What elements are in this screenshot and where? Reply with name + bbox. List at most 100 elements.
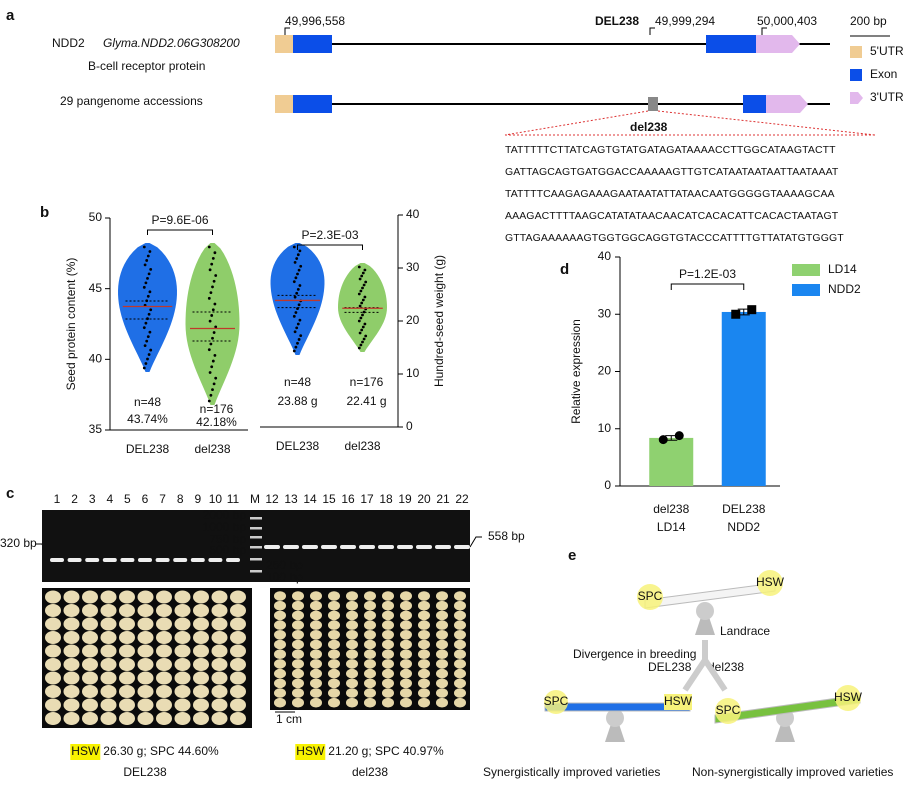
violin-dot	[149, 268, 153, 271]
violin-dot	[299, 334, 303, 337]
violin-dot	[207, 348, 211, 352]
band	[190, 558, 205, 562]
violin-dot	[207, 399, 211, 403]
violin-dot	[295, 257, 299, 260]
seed	[346, 620, 358, 630]
seed	[137, 644, 154, 658]
sequence-line: GATTAGCAGTGATGGACCAAAAAGTTGTCATAATAATAAT…	[505, 166, 839, 178]
band	[173, 558, 188, 562]
seed	[156, 590, 172, 604]
violin-dot	[144, 281, 148, 285]
seed	[174, 712, 191, 725]
seed	[137, 590, 154, 604]
seed	[436, 591, 448, 601]
deletion: del238	[630, 120, 668, 134]
violin-dot	[211, 257, 215, 260]
violin-dot	[293, 330, 297, 334]
seed	[454, 630, 466, 640]
violin-dot	[296, 272, 299, 276]
position: 49,999,294	[655, 14, 715, 28]
seed	[328, 659, 340, 669]
violin-dot	[296, 322, 300, 326]
sequence-line: TATTTTCAAGAGAAAGAATAATATTATAACAATGGGGGTA…	[505, 188, 835, 200]
seed	[274, 697, 286, 708]
seed	[156, 685, 172, 698]
violin-dot	[297, 303, 301, 307]
scale-label: 1 cm	[276, 712, 302, 726]
seed	[382, 649, 394, 659]
seed	[382, 630, 394, 640]
seed	[328, 688, 340, 698]
seed	[292, 688, 304, 698]
seed	[328, 620, 340, 630]
seed	[137, 631, 154, 644]
seed	[328, 630, 340, 640]
seed	[382, 639, 394, 650]
seed	[137, 604, 154, 617]
violin-dot	[208, 371, 212, 374]
seed	[119, 685, 135, 698]
seed	[156, 671, 172, 685]
legend-swatch	[792, 264, 820, 276]
replicate	[747, 305, 757, 315]
band	[85, 558, 100, 562]
caption-traits: 26.30 g; SPC 44.60%	[103, 744, 219, 758]
y-tick-label: 45	[89, 281, 103, 295]
violin-dot	[297, 338, 301, 341]
violin-dot	[359, 289, 363, 293]
seed	[418, 659, 430, 669]
lane-label: 22	[455, 492, 469, 506]
violin-dot	[147, 312, 151, 316]
seed	[346, 591, 358, 601]
x-tick-label: del238	[194, 442, 230, 456]
seed	[119, 590, 135, 604]
caption-traits: 21.20 g; SPC 40.97%	[328, 744, 444, 758]
lane-label: 6	[142, 492, 149, 506]
seed	[292, 649, 304, 659]
highlight	[70, 744, 101, 760]
seed	[100, 658, 117, 671]
seed	[400, 659, 412, 669]
seed	[193, 590, 209, 604]
seed	[137, 617, 154, 631]
band	[397, 545, 413, 549]
violin-dot	[144, 321, 148, 325]
violin-dot	[362, 283, 366, 287]
seed	[418, 697, 430, 708]
band	[264, 545, 280, 549]
band	[302, 545, 318, 549]
band	[67, 558, 82, 562]
seed	[436, 630, 448, 640]
seed	[100, 698, 117, 712]
violin-dot	[209, 291, 213, 295]
legend-swatch	[792, 284, 820, 296]
seed	[382, 678, 394, 689]
seed	[382, 688, 394, 698]
seed	[193, 604, 209, 617]
x-tick-label: DEL238	[722, 502, 766, 516]
seed	[63, 590, 80, 604]
seed	[454, 649, 466, 659]
violin-dot	[363, 295, 367, 299]
violin-dot	[294, 345, 298, 349]
seed	[364, 630, 376, 640]
x-tick-label: DEL238	[276, 439, 320, 453]
seed	[174, 658, 191, 671]
seed	[328, 639, 340, 650]
violin-dot	[211, 388, 214, 391]
seed	[382, 610, 394, 621]
band	[138, 558, 152, 562]
seed	[310, 620, 322, 630]
legend-label: 5'UTR	[870, 44, 904, 58]
x-tick-label: DEL238	[126, 442, 170, 456]
seed	[230, 604, 246, 617]
violin-dot	[357, 265, 361, 269]
y-tick-label: 40	[89, 352, 103, 366]
seed	[156, 658, 172, 671]
seed	[436, 620, 448, 630]
position: 50,000,403	[757, 14, 817, 28]
seed	[310, 688, 322, 698]
violin-dot	[212, 279, 216, 283]
seed	[274, 678, 286, 689]
